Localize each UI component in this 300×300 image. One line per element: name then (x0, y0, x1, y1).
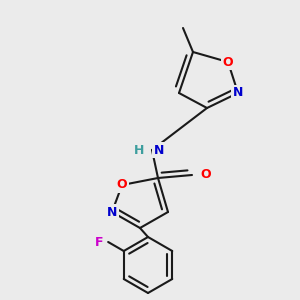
Text: F: F (95, 236, 103, 248)
Text: O: O (117, 178, 127, 191)
Text: N: N (154, 143, 164, 157)
Text: N: N (233, 86, 243, 100)
Text: N: N (107, 206, 117, 218)
Text: H: H (134, 143, 144, 157)
Text: O: O (223, 56, 233, 68)
Text: O: O (200, 169, 211, 182)
